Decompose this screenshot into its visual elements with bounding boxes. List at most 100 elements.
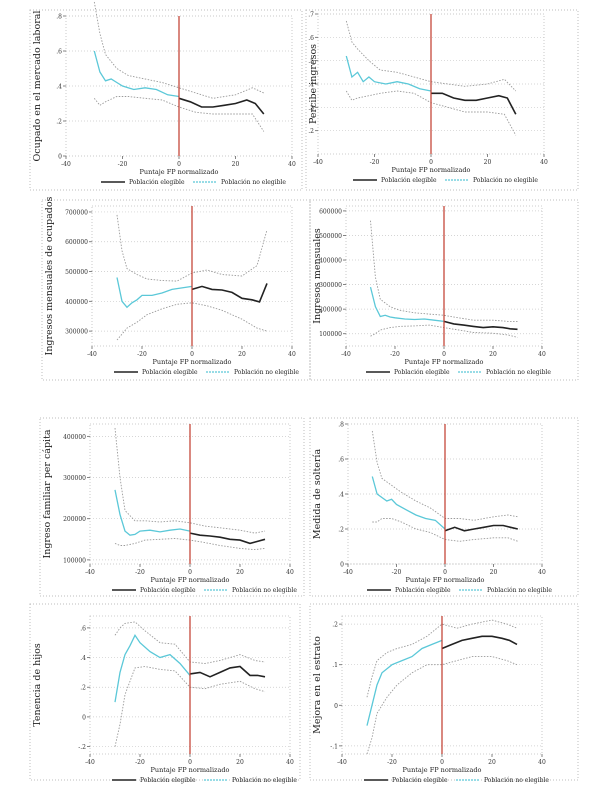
y-tick-label: 600000 <box>319 208 342 215</box>
y-tick-label: 0 <box>334 703 338 710</box>
y-tick-label: .6 <box>308 35 314 42</box>
y-tick-label: 600000 <box>65 239 88 246</box>
legend-label-non-eligible: Población no elegible <box>473 177 538 184</box>
ci-lower-line <box>370 324 518 338</box>
y-axis-label: Tenencia de hijos <box>32 643 43 727</box>
x-axis-label: Puntaje FP normalizado <box>140 168 219 176</box>
ci-lower-line <box>372 518 518 542</box>
x-tick-label: 20 <box>238 351 246 358</box>
chart-panel-2: .2 .3 .4 .5 .6 .7 -40 -20 0 20 40 Puntaje FP normal… <box>305 9 579 191</box>
ci-lower-line <box>114 538 266 551</box>
legend-label-non-eligible: Población no elegible <box>221 179 286 186</box>
y-axis-label: Percibe ingresos <box>308 44 319 124</box>
y-tick-label: 300000 <box>319 282 342 289</box>
chart-panel-4: 100000 200000 300000 400000 500000 600000 -40 -… <box>309 199 579 381</box>
y-tick-label: 300000 <box>65 329 88 336</box>
x-axis-label: Puntaje FP normalizado <box>392 166 471 174</box>
x-tick-label: -40 <box>85 569 95 576</box>
chart-panel-5: 100000 200000 300000 400000 -40 -20 0 20 40 Punta… <box>39 417 305 597</box>
panel-frame <box>29 9 303 191</box>
y-axis-label: Ingreso familiar per cápita <box>42 429 53 558</box>
x-tick-label: -20 <box>137 351 147 358</box>
x-tick-label: 0 <box>429 159 433 166</box>
series-line-non-eligible <box>371 476 446 530</box>
legend-label-eligible: Población elegible <box>140 587 196 594</box>
y-axis-label: Ingresos mensuales <box>312 228 323 324</box>
x-tick-label: 0 <box>190 351 194 358</box>
y-tick-label: .7 <box>308 12 314 19</box>
y-tick-label: .4 <box>338 492 344 499</box>
ci-upper-line <box>114 621 266 664</box>
y-tick-label: .8 <box>338 422 344 429</box>
legend-label-non-eligible: Población no elegible <box>232 777 297 784</box>
y-tick-label: .5 <box>308 58 314 65</box>
ci-upper-line <box>370 220 518 322</box>
x-tick-label: 20 <box>490 569 498 576</box>
panel-frame <box>309 199 579 381</box>
y-tick-label: .4 <box>56 84 62 91</box>
series-line-non-eligible <box>345 55 432 92</box>
y-tick-label: 400000 <box>63 434 86 441</box>
ci-upper-line <box>371 430 518 521</box>
y-tick-label: .4 <box>308 82 314 89</box>
x-tick-label: 40 <box>286 569 294 576</box>
x-tick-label: 20 <box>236 569 244 576</box>
y-tick-label: .2 <box>332 622 338 629</box>
y-tick-label: -.2 <box>78 744 86 751</box>
legend-label-eligible: Población elegible <box>395 587 451 594</box>
x-tick-label: -20 <box>390 351 400 358</box>
x-tick-label: 20 <box>232 161 240 168</box>
x-tick-label: 20 <box>236 759 244 766</box>
ci-lower-line <box>114 666 266 747</box>
x-tick-label: -20 <box>392 569 402 576</box>
legend-label-eligible: Población elegible <box>381 177 437 184</box>
ci-upper-line <box>93 1 264 99</box>
y-axis-label: Ingresos mensuales de ocupados <box>44 196 55 355</box>
x-tick-label: -40 <box>61 161 71 168</box>
y-tick-label: .3 <box>308 105 314 112</box>
y-tick-label: .2 <box>308 128 314 135</box>
legend-label-non-eligible: Población no elegible <box>486 369 551 376</box>
panel-frame <box>41 199 311 381</box>
series-line-non-eligible <box>366 639 443 726</box>
y-tick-label: 0 <box>58 154 62 161</box>
y-tick-label: .2 <box>338 527 344 534</box>
y-tick-label: 400000 <box>65 299 88 306</box>
x-tick-label: 0 <box>177 161 181 168</box>
x-tick-label: -40 <box>87 351 97 358</box>
y-tick-label: 200000 <box>63 516 86 523</box>
legend-label-eligible: Población elegible <box>140 777 196 784</box>
x-tick-label: 40 <box>538 351 546 358</box>
series-line-non-eligible <box>116 277 193 309</box>
x-tick-label: -20 <box>387 759 397 766</box>
series-line-non-eligible <box>93 50 180 98</box>
y-tick-label: 500000 <box>319 233 342 240</box>
x-tick-label: 0 <box>443 569 447 576</box>
legend-label-eligible: Población elegible <box>129 179 185 186</box>
ci-lower-line <box>93 96 265 132</box>
ci-lower-line <box>116 302 268 341</box>
x-tick-label: 40 <box>538 569 546 576</box>
series-line-eligible <box>443 320 518 331</box>
panel-frame <box>305 9 579 191</box>
y-axis-label: Mejora en el estrato <box>312 636 323 734</box>
x-tick-label: 20 <box>484 159 492 166</box>
y-tick-label: .2 <box>80 685 86 692</box>
x-tick-label: 40 <box>288 351 296 358</box>
x-tick-label: 40 <box>286 759 294 766</box>
x-tick-label: 0 <box>188 759 192 766</box>
panel-frame <box>39 417 305 597</box>
series-line-non-eligible <box>114 489 191 536</box>
legend-label-non-eligible: Población no elegible <box>234 369 299 376</box>
panel-frame <box>29 603 301 781</box>
y-tick-label: 100000 <box>63 557 86 564</box>
panel-frame <box>309 417 579 597</box>
series-line-eligible <box>189 665 266 678</box>
x-tick-label: -40 <box>337 759 347 766</box>
legend-label-non-eligible: Población no elegible <box>484 777 549 784</box>
x-tick-label: -40 <box>313 159 323 166</box>
ci-upper-line <box>366 619 518 698</box>
y-tick-label: 400000 <box>319 258 342 265</box>
ci-upper-line <box>345 20 517 92</box>
